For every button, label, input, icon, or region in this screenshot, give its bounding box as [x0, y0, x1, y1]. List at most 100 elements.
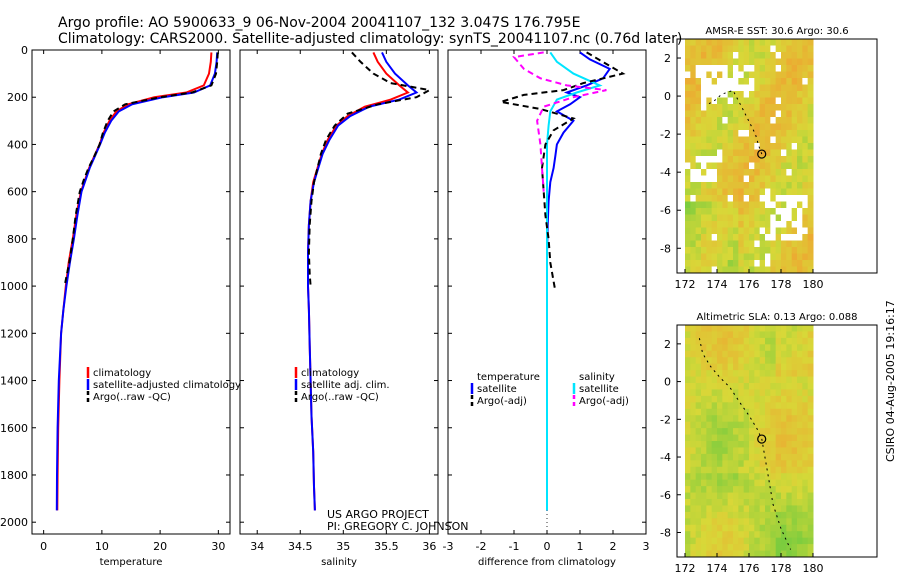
map-cell	[685, 499, 691, 506]
map-cell	[797, 58, 803, 66]
map-cell	[690, 325, 697, 332]
map-cell	[807, 143, 814, 150]
map-cell	[802, 45, 809, 53]
map-cell	[738, 123, 745, 131]
map-x-tick-label-sst_map: 174	[707, 278, 728, 291]
map-cell	[759, 402, 766, 410]
map-cell	[786, 97, 793, 105]
map-cell	[765, 460, 771, 468]
map-cell	[722, 337, 729, 345]
map-cell	[754, 428, 761, 436]
map-cell	[717, 162, 723, 170]
map-cell	[770, 537, 777, 545]
map-cell	[807, 221, 814, 228]
map-cell	[701, 247, 707, 254]
map-cell	[770, 460, 777, 468]
map-cell	[706, 84, 713, 92]
map-cell	[791, 136, 798, 144]
map-cell	[717, 78, 723, 85]
map-cell	[722, 499, 729, 506]
map-cell	[802, 247, 809, 254]
map-cell	[749, 537, 755, 545]
map-cell	[695, 130, 702, 137]
map-cell	[733, 408, 739, 416]
map-cell	[711, 511, 718, 519]
map-cell	[770, 395, 777, 403]
map-cell	[685, 104, 691, 111]
map-cell	[722, 395, 729, 403]
map-cell	[807, 39, 814, 46]
map-cell	[770, 492, 777, 500]
map-cell	[781, 460, 787, 468]
map-cell	[743, 550, 750, 558]
map-cell	[738, 505, 745, 513]
map-cell	[797, 104, 803, 111]
map-cell	[743, 531, 750, 539]
map-cell	[722, 149, 729, 157]
map-cell	[765, 130, 771, 137]
map-cell	[770, 188, 777, 196]
map-cell	[797, 350, 803, 358]
map-cell	[743, 415, 750, 423]
map-cell	[754, 266, 761, 274]
map-cell	[711, 408, 718, 416]
map-cell	[738, 143, 745, 150]
map-cell	[722, 415, 729, 423]
map-x-tick-label-sla_map: 176	[739, 562, 760, 575]
map-cell	[701, 253, 707, 261]
legend-label-salinity: Argo(-adj)	[579, 396, 629, 407]
x-tick-label-difference: -2	[476, 540, 487, 553]
map-cell	[706, 402, 713, 410]
map-cell	[743, 395, 750, 403]
map-cell	[722, 434, 729, 442]
map-cell	[807, 350, 814, 358]
map-cell	[797, 434, 803, 442]
map-cell	[765, 266, 771, 274]
map-cell	[770, 479, 777, 487]
map-cell	[807, 169, 814, 176]
map-cell	[711, 65, 718, 72]
map-cell	[749, 149, 755, 157]
map-cell	[754, 466, 761, 474]
map-cell	[706, 460, 713, 468]
map-cell	[717, 531, 723, 539]
map-cell	[717, 182, 723, 189]
map-cell	[738, 110, 745, 118]
map-cell	[765, 434, 771, 442]
map-cell	[770, 331, 777, 339]
map-cell	[711, 337, 718, 345]
map-cell	[770, 325, 777, 332]
map-cell	[722, 524, 729, 532]
map-cell	[706, 447, 713, 455]
map-cell	[781, 130, 787, 137]
map-cell	[690, 453, 697, 461]
map-cell	[706, 221, 713, 228]
map-cell	[706, 143, 713, 150]
map-cell	[743, 214, 750, 222]
map-cell	[722, 58, 729, 66]
map-cell	[759, 45, 766, 53]
map-cell	[797, 389, 803, 397]
map-cell	[738, 466, 745, 474]
map-cell	[765, 208, 771, 215]
map-cell	[765, 136, 771, 144]
map-cell	[690, 383, 697, 390]
map-cell	[791, 182, 798, 189]
map-cell	[727, 479, 734, 487]
map-cell	[797, 537, 803, 545]
map-cell	[807, 376, 814, 384]
map-cell	[685, 221, 691, 228]
map-cell	[701, 550, 707, 558]
map-cell	[781, 370, 787, 378]
map-cell	[754, 376, 761, 384]
map-cell	[743, 260, 750, 267]
map-cell	[690, 505, 697, 513]
map-cell	[807, 208, 814, 215]
map-cell	[701, 201, 707, 209]
map-cell	[701, 110, 707, 118]
map-cell	[738, 511, 745, 519]
map-cell	[765, 395, 771, 403]
map-cell	[797, 175, 803, 183]
map-cell	[802, 434, 809, 442]
map-cell	[695, 182, 702, 189]
